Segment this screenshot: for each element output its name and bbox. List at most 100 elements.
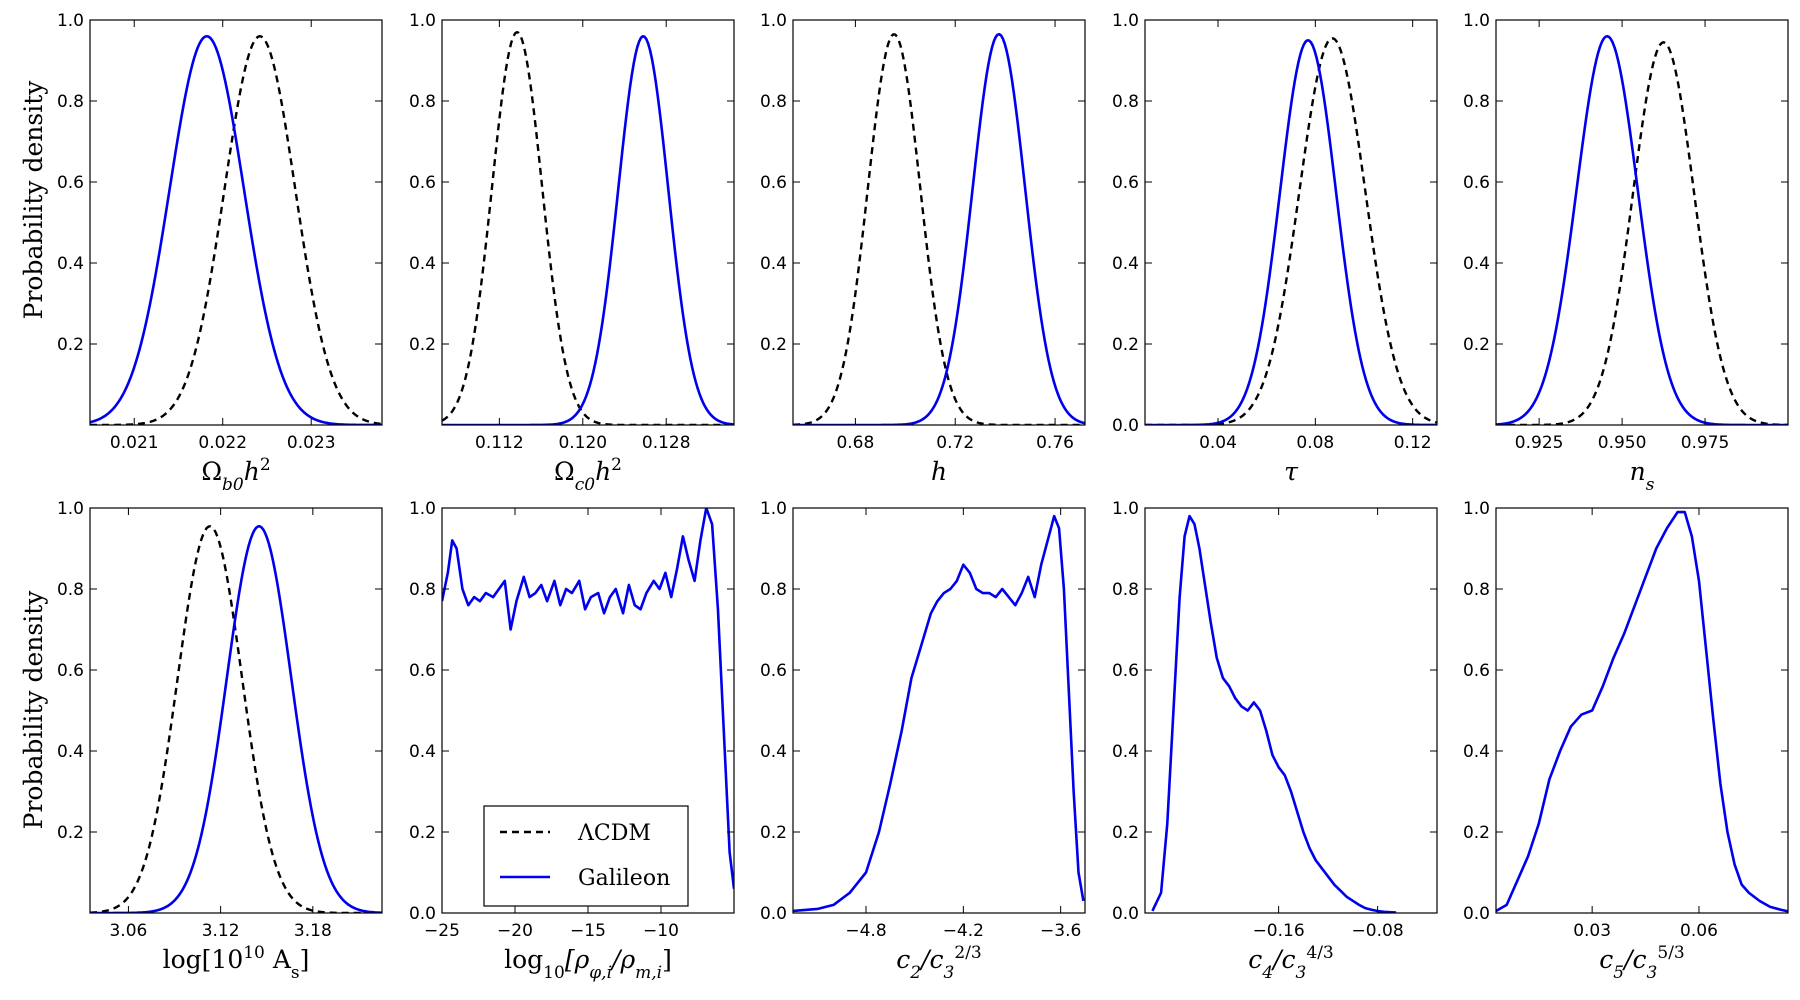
y-tick-label-ns: 0.2 — [1463, 335, 1490, 355]
series-lcdm-tau — [1145, 37, 1437, 425]
x-tick-label-h: 0.72 — [936, 433, 974, 453]
series-galileon-ns — [1496, 34, 1788, 425]
y-tick-label-c2: 0.0 — [760, 904, 787, 924]
x-tick-label-omega_c: 0.120 — [558, 433, 607, 453]
series-galileon-c4 — [1151, 514, 1397, 913]
y-tick-label-c2: 1.0 — [760, 499, 787, 519]
x-axis-label-rho: log10[ρφ,i/ρm,i] — [504, 945, 672, 983]
y-tick-label-ns: 0.4 — [1463, 254, 1490, 274]
panel-tau: 0.04 0.08 0.12 0.0 0.2 0.4 0.6 0.8 1.0 τ — [1112, 11, 1438, 486]
panels-group: 0.021 0.022 0.023 0.2 0.4 0.6 0.8 1.0 Ωb0h2 0.112… — [57, 11, 1789, 983]
x-tick-label-As: 3.18 — [294, 921, 332, 941]
x-tick-label-rho: −15 — [570, 921, 606, 941]
series-lcdm-omega_c — [442, 30, 734, 425]
y-tick-label-c4: 0.6 — [1112, 661, 1139, 681]
panel-c4: −0.16 −0.08 0.0 0.2 0.4 0.6 0.8 1.0 c4/c34/3 — [1112, 499, 1438, 983]
panel-c5: 0.03 0.06 0.0 0.2 0.4 0.6 0.8 1.0 c5/c35/3 — [1463, 499, 1789, 983]
x-tick-label-c2: −4.8 — [845, 921, 886, 941]
y-tick-label-tau: 0.6 — [1112, 173, 1139, 193]
plot-frame-omega_b — [89, 19, 383, 426]
plot-frame-c4 — [1144, 507, 1438, 914]
y-tick-label-rho: 0.0 — [409, 904, 436, 924]
series-galileon-c5 — [1496, 510, 1788, 913]
series-lcdm-As — [90, 525, 382, 913]
y-tick-label-rho: 0.6 — [409, 661, 436, 681]
y-tick-label-c5: 0.2 — [1463, 823, 1490, 843]
y-tick-label-omega_b: 0.8 — [57, 92, 84, 112]
plot-frame-c5 — [1495, 507, 1789, 914]
y-tick-label-tau: 0.2 — [1112, 335, 1139, 355]
x-tick-label-omega_b: 0.023 — [287, 433, 336, 453]
y-tick-label-c5: 0.4 — [1463, 742, 1490, 762]
x-tick-label-rho: −20 — [497, 921, 533, 941]
x-tick-label-c4: −0.08 — [1352, 921, 1404, 941]
y-tick-label-As: 0.2 — [57, 823, 84, 843]
y-tick-label-ns: 0.6 — [1463, 173, 1490, 193]
x-axis-label-h: h — [931, 457, 947, 486]
series-galileon-rho — [442, 508, 734, 889]
x-tick-label-c4: −0.16 — [1253, 921, 1305, 941]
x-tick-label-tau: 0.08 — [1296, 433, 1334, 453]
panel-omega_b: 0.021 0.022 0.023 0.2 0.4 0.6 0.8 1.0 Ωb0h2 — [57, 11, 383, 495]
y-tick-label-rho: 0.8 — [409, 580, 436, 600]
series-galileon-c2 — [793, 514, 1085, 913]
series-galileon-omega_c — [442, 34, 734, 425]
plot-frame-tau — [1144, 19, 1438, 426]
x-tick-label-omega_b: 0.021 — [110, 433, 159, 453]
series-galileon-As — [90, 525, 382, 913]
x-axis-label-c4: c4/c34/3 — [1248, 943, 1333, 983]
y-tick-label-h: 1.0 — [760, 11, 787, 31]
series-galileon-tau — [1145, 39, 1437, 425]
y-tick-label-c5: 1.0 — [1463, 499, 1490, 519]
legend-label-lcdm: ΛCDM — [577, 821, 651, 846]
x-tick-label-omega_c: 0.112 — [475, 433, 524, 453]
x-tick-label-h: 0.68 — [836, 433, 874, 453]
y-tick-label-omega_b: 0.4 — [57, 254, 84, 274]
y-tick-label-tau: 0.0 — [1112, 416, 1139, 436]
y-tick-label-tau: 0.8 — [1112, 92, 1139, 112]
panel-As: 3.06 3.12 3.18 0.2 0.4 0.6 0.8 1.0 log[1010 As] — [57, 499, 383, 983]
y-tick-label-h: 0.6 — [760, 173, 787, 193]
series-lcdm-omega_b — [90, 35, 382, 425]
y-tick-label-omega_c: 0.4 — [409, 254, 436, 274]
x-tick-label-c5: 0.06 — [1680, 921, 1718, 941]
y-tick-label-c4: 0.2 — [1112, 823, 1139, 843]
y-tick-label-rho: 0.4 — [409, 742, 436, 762]
y-tick-label-c4: 0.0 — [1112, 904, 1139, 924]
y-tick-label-h: 0.8 — [760, 92, 787, 112]
x-tick-label-ns: 0.925 — [1515, 433, 1564, 453]
x-tick-label-c5: 0.03 — [1573, 921, 1611, 941]
y-tick-label-rho: 0.2 — [409, 823, 436, 843]
y-tick-label-omega_c: 0.6 — [409, 173, 436, 193]
x-axis-label-tau: τ — [1284, 457, 1299, 486]
y-tick-label-As: 0.4 — [57, 742, 84, 762]
y-tick-label-c5: 0.0 — [1463, 904, 1490, 924]
y-tick-label-tau: 0.4 — [1112, 254, 1139, 274]
series-lcdm-h — [793, 33, 1085, 425]
panel-c2: −4.8 −4.2 −3.6 0.0 0.2 0.4 0.6 0.8 1.0 c2/c32/3 — [760, 499, 1086, 983]
y-tick-label-As: 0.6 — [57, 661, 84, 681]
y-tick-label-c2: 0.4 — [760, 742, 787, 762]
plot-frame-omega_c — [441, 19, 735, 426]
plot-frame-c2 — [792, 507, 1086, 914]
x-axis-label-omega_b: Ωb0h2 — [201, 455, 270, 495]
x-tick-label-As: 3.06 — [109, 921, 147, 941]
y-tick-label-omega_c: 0.8 — [409, 92, 436, 112]
y-tick-label-As: 1.0 — [57, 499, 84, 519]
x-axis-label-As: log[1010 As] — [163, 943, 310, 983]
series-galileon-omega_b — [90, 34, 382, 425]
plot-frame-h — [792, 19, 1086, 426]
x-tick-label-As: 3.12 — [202, 921, 240, 941]
y-tick-label-As: 0.8 — [57, 580, 84, 600]
x-tick-label-h: 0.76 — [1036, 433, 1074, 453]
x-axis-label-c5: c5/c35/3 — [1599, 943, 1684, 983]
y-tick-label-c4: 0.4 — [1112, 742, 1139, 762]
x-tick-label-c2: −4.2 — [943, 921, 984, 941]
series-lcdm-ns — [1496, 41, 1788, 425]
y-tick-label-omega_b: 0.6 — [57, 173, 84, 193]
y-tick-label-c5: 0.6 — [1463, 661, 1490, 681]
x-axis-label-c2: c2/c32/3 — [896, 943, 981, 983]
panel-ns: 0.925 0.950 0.975 0.2 0.4 0.6 0.8 1.0 ns — [1463, 11, 1789, 495]
x-tick-label-tau: 0.04 — [1199, 433, 1237, 453]
